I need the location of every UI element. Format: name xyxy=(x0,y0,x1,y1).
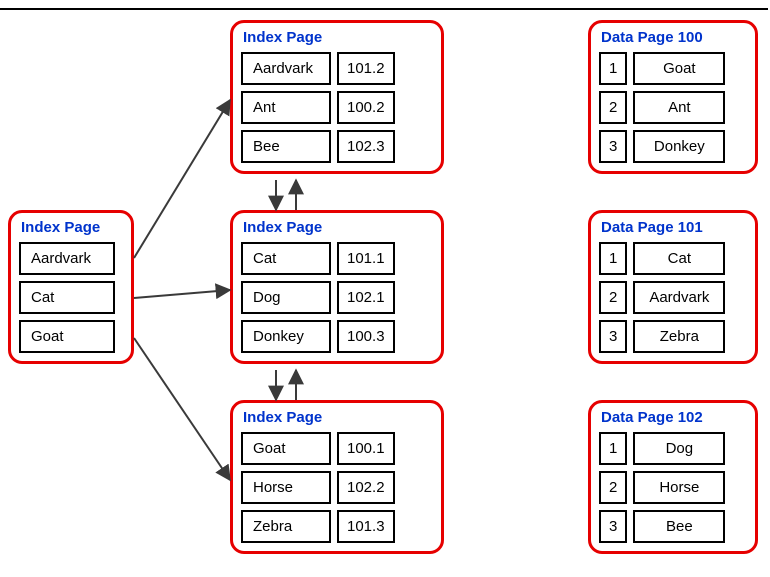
panel-title: Data Page 102 xyxy=(601,409,747,426)
row-num: 1 xyxy=(599,242,627,275)
index-ptr: 101.3 xyxy=(337,510,395,543)
index-ptr: 100.1 xyxy=(337,432,395,465)
row-val: Aardvark xyxy=(633,281,725,314)
panel-title: Data Page 100 xyxy=(601,29,747,46)
row-val: Ant xyxy=(633,91,725,124)
row-num: 2 xyxy=(599,281,627,314)
index-key: Donkey xyxy=(241,320,331,353)
index-ptr: 102.1 xyxy=(337,281,395,314)
index-key: Horse xyxy=(241,471,331,504)
row-num: 1 xyxy=(599,52,627,85)
panel-title: Index Page xyxy=(243,219,433,236)
root-index-page: Index Page Aardvark Cat Goat xyxy=(8,210,134,364)
index-key: Ant xyxy=(241,91,331,124)
index-page-1: Index Page Cat101.1 Dog102.1 Donkey100.3 xyxy=(230,210,444,364)
index-key: Zebra xyxy=(241,510,331,543)
row-num: 3 xyxy=(599,130,627,163)
row-num: 3 xyxy=(599,510,627,543)
row-num: 1 xyxy=(599,432,627,465)
index-key: Goat xyxy=(241,432,331,465)
panel-title: Index Page xyxy=(243,29,433,46)
index-key: Cat xyxy=(241,242,331,275)
index-ptr: 102.3 xyxy=(337,130,395,163)
index-ptr: 101.2 xyxy=(337,52,395,85)
data-page-102: Data Page 102 1Dog 2Horse 3Bee xyxy=(588,400,758,554)
data-page-101: Data Page 101 1Cat 2Aardvark 3Zebra xyxy=(588,210,758,364)
row-val: Cat xyxy=(633,242,725,275)
row-num: 2 xyxy=(599,91,627,124)
row-num: 2 xyxy=(599,471,627,504)
index-key: Bee xyxy=(241,130,331,163)
index-page-2: Index Page Goat100.1 Horse102.2 Zebra101… xyxy=(230,400,444,554)
row-val: Donkey xyxy=(633,130,725,163)
top-divider xyxy=(0,8,768,10)
index-page-0: Index Page Aardvark101.2 Ant100.2 Bee102… xyxy=(230,20,444,174)
panel-title: Index Page xyxy=(243,409,433,426)
index-ptr: 102.2 xyxy=(337,471,395,504)
row-val: Zebra xyxy=(633,320,725,353)
panel-title: Data Page 101 xyxy=(601,219,747,236)
index-ptr: 101.1 xyxy=(337,242,395,275)
index-ptr: 100.2 xyxy=(337,91,395,124)
panel-title: Index Page xyxy=(21,219,123,236)
row-val: Bee xyxy=(633,510,725,543)
index-key: Cat xyxy=(19,281,115,314)
row-num: 3 xyxy=(599,320,627,353)
index-ptr: 100.3 xyxy=(337,320,395,353)
row-val: Dog xyxy=(633,432,725,465)
index-key: Dog xyxy=(241,281,331,314)
index-key: Goat xyxy=(19,320,115,353)
index-key: Aardvark xyxy=(241,52,331,85)
data-page-100: Data Page 100 1Goat 2Ant 3Donkey xyxy=(588,20,758,174)
index-key: Aardvark xyxy=(19,242,115,275)
row-val: Goat xyxy=(633,52,725,85)
row-val: Horse xyxy=(633,471,725,504)
